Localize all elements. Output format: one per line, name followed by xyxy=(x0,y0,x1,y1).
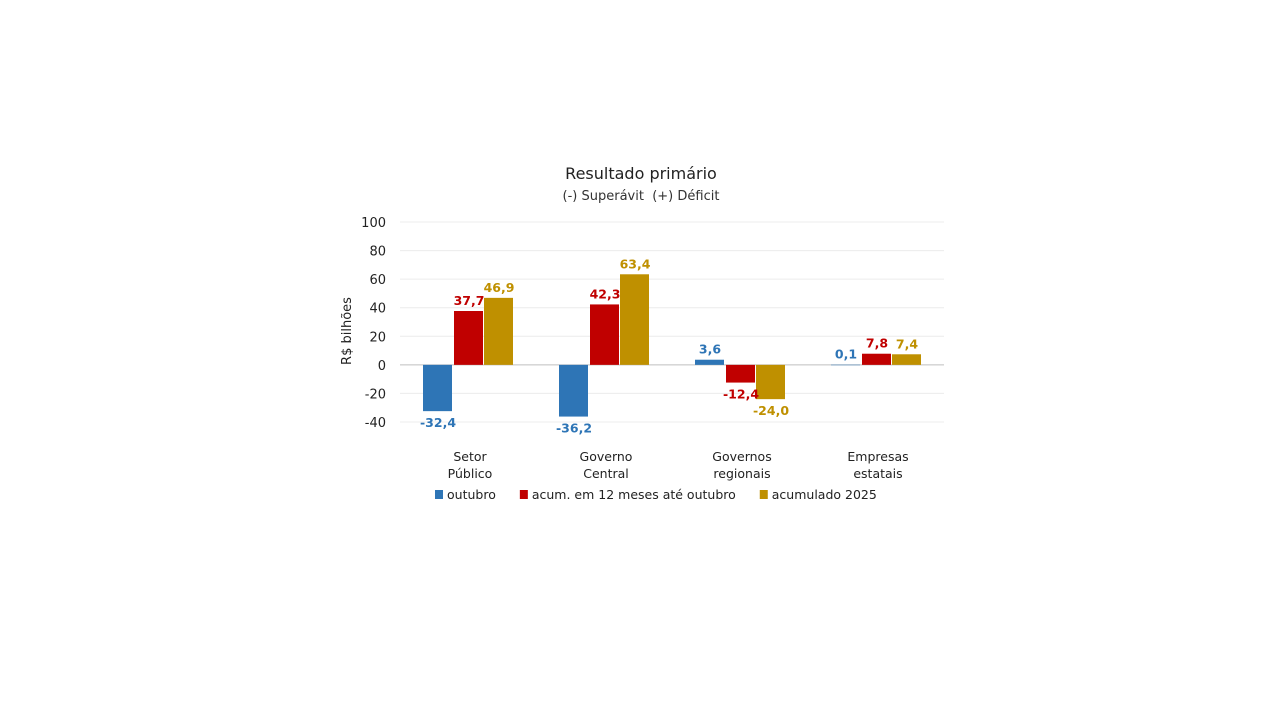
category-label: Empresas xyxy=(847,449,908,464)
category-label: Setor xyxy=(453,449,487,464)
data-label: 3,6 xyxy=(699,342,721,357)
bar xyxy=(831,364,860,366)
data-label: -24,0 xyxy=(753,403,789,418)
bar xyxy=(454,311,483,365)
y-tick-label: 60 xyxy=(369,273,386,288)
y-tick-label: 40 xyxy=(369,302,386,317)
legend-label: outubro xyxy=(447,487,496,502)
bar xyxy=(862,353,891,365)
bar xyxy=(892,354,921,365)
category-label: Central xyxy=(583,466,629,481)
data-label: 37,7 xyxy=(454,293,485,308)
data-label: 7,4 xyxy=(896,336,918,351)
y-tick-label: 80 xyxy=(369,245,386,260)
data-label: 7,8 xyxy=(866,336,888,351)
category-label: Governo xyxy=(580,449,633,464)
legend-label: acumulado 2025 xyxy=(772,487,877,502)
bar xyxy=(756,364,785,400)
data-label: -32,4 xyxy=(420,415,456,430)
bar xyxy=(695,359,724,365)
data-label: -36,2 xyxy=(556,421,592,436)
y-tick-label: 20 xyxy=(369,330,386,345)
y-axis-label: R$ bilhões xyxy=(340,297,355,365)
legend-swatch xyxy=(759,490,768,499)
data-label: 0,1 xyxy=(835,347,857,362)
legend-swatch xyxy=(519,490,528,499)
category-label: Público xyxy=(448,466,493,481)
data-label: 42,3 xyxy=(590,286,621,301)
legend-swatch xyxy=(435,490,443,499)
y-tick-label: -20 xyxy=(365,387,386,402)
y-tick-label: 100 xyxy=(361,216,386,231)
y-tick-label: 0 xyxy=(378,359,386,374)
category-label: regionais xyxy=(713,466,770,481)
y-tick-label: -40 xyxy=(365,416,386,431)
data-label: -12,4 xyxy=(723,387,759,402)
bar xyxy=(423,364,452,412)
category-label: estatais xyxy=(853,466,902,481)
bar xyxy=(726,364,755,383)
category-label: Governos xyxy=(712,449,771,464)
legend-label: acum. em 12 meses até outubro xyxy=(532,487,736,502)
bar xyxy=(484,297,513,365)
data-label: 63,4 xyxy=(620,256,651,271)
data-label: 46,9 xyxy=(484,280,515,295)
chart-title: Resultado primário xyxy=(565,164,717,183)
bar xyxy=(559,364,588,417)
bar xyxy=(590,304,619,365)
chart-subtitle: (-) Superávit (+) Déficit xyxy=(563,189,720,204)
bar xyxy=(620,274,649,365)
